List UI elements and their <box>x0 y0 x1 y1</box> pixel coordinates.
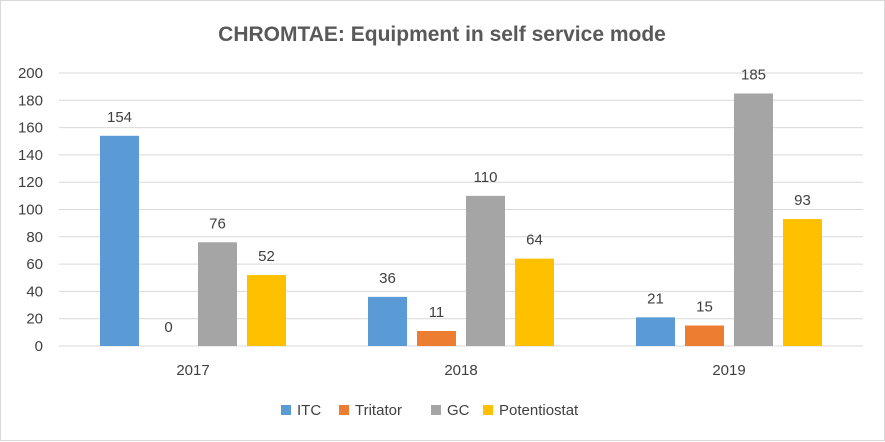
legend-swatch <box>431 405 441 415</box>
chart-title: CHROMTAE: Equipment in self service mode <box>218 23 666 46</box>
x-category-label: 2017 <box>176 362 209 379</box>
bar-potentiostat-2018 <box>515 258 554 346</box>
data-label: 0 <box>164 319 172 336</box>
bar-potentiostat-2019 <box>783 219 822 346</box>
gridlines <box>59 72 863 347</box>
legend: ITC Tritator GC Potentiostat <box>281 402 579 419</box>
y-tick-label: 180 <box>18 92 43 109</box>
bar-gc-2017 <box>198 242 237 346</box>
bar-gc-2018 <box>466 195 505 346</box>
x-category-label: 2019 <box>712 362 745 379</box>
data-label: 15 <box>696 299 713 316</box>
legend-label: Tritator <box>355 402 402 419</box>
bar-potentiostat-2017 <box>247 275 286 346</box>
data-label: 64 <box>526 232 543 249</box>
y-tick-label: 60 <box>26 256 43 273</box>
y-tick-label: 200 <box>18 65 43 82</box>
legend-swatch <box>483 405 493 415</box>
bar-itc-2019 <box>636 317 675 346</box>
data-label: 11 <box>429 304 445 321</box>
y-tick-label: 100 <box>18 202 43 219</box>
bar-gc-2019 <box>734 93 773 346</box>
legend-swatch <box>339 405 349 415</box>
bars <box>100 93 822 346</box>
data-label: 110 <box>474 169 498 186</box>
legend-label: Potentiostat <box>499 402 579 419</box>
bar-tritator-2018 <box>417 330 456 346</box>
legend-label: ITC <box>297 402 321 419</box>
data-labels: 154 0 76 52 36 11 110 64 21 15 185 93 <box>107 66 811 336</box>
x-category-label: 2018 <box>444 362 477 379</box>
data-label: 93 <box>794 192 811 209</box>
data-label: 52 <box>258 248 275 265</box>
y-tick-label: 0 <box>35 338 43 355</box>
y-tick-label: 20 <box>26 311 43 328</box>
legend-label: GC <box>447 402 470 419</box>
x-axis-categories: 2017 2018 2019 <box>176 362 745 379</box>
legend-swatch <box>281 405 291 415</box>
data-label: 185 <box>741 66 766 83</box>
y-axis-ticks: 0 20 40 60 80 100 120 140 160 180 200 <box>18 65 43 355</box>
y-tick-label: 140 <box>18 147 43 164</box>
data-label: 36 <box>379 270 396 287</box>
y-tick-label: 120 <box>18 174 43 191</box>
data-label: 154 <box>107 109 132 126</box>
bar-tritator-2019 <box>685 325 724 346</box>
bar-itc-2017 <box>100 135 139 346</box>
data-label: 21 <box>647 290 664 307</box>
bar-itc-2018 <box>368 296 407 346</box>
y-tick-label: 40 <box>26 283 43 300</box>
data-label: 76 <box>209 215 226 232</box>
y-tick-label: 160 <box>18 120 43 137</box>
y-tick-label: 80 <box>26 229 43 246</box>
